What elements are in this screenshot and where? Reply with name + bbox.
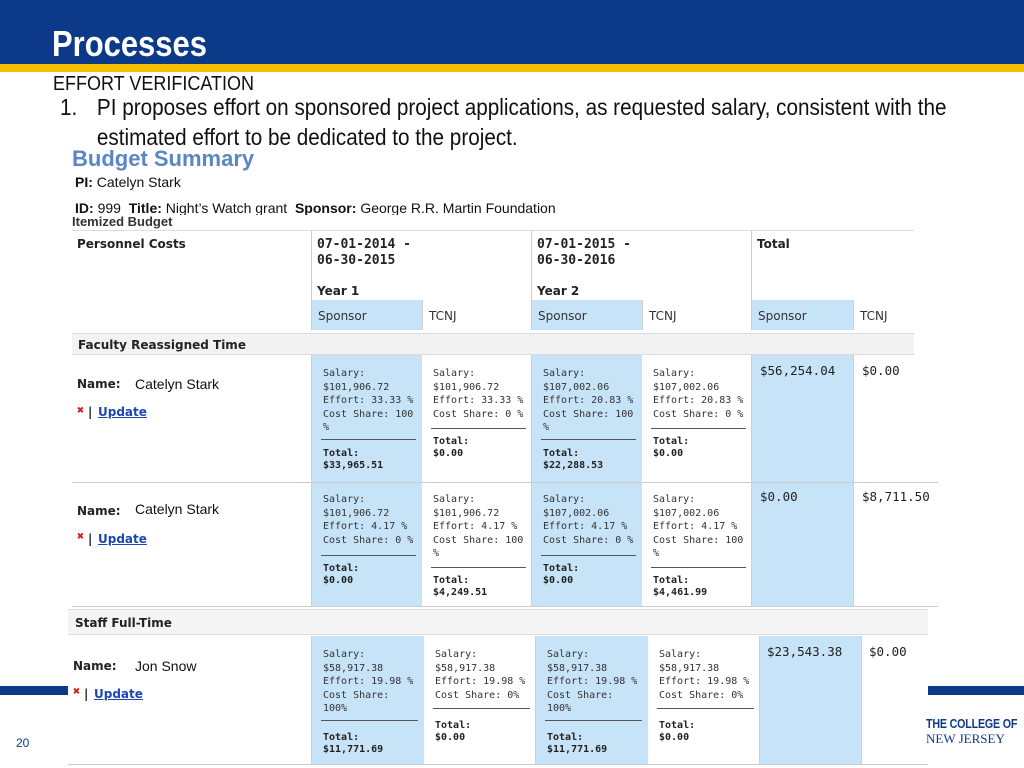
separator: | — [84, 687, 89, 701]
title-value: Night’s Watch grant — [165, 200, 288, 215]
id-value: 999 — [97, 200, 121, 215]
year2-label: Year 2 — [537, 284, 580, 298]
subheader-empty — [72, 300, 312, 330]
remove-icon[interactable]: ✖ — [77, 403, 85, 417]
slide-number: 20 — [16, 736, 30, 750]
pi-label: PI: — [75, 174, 93, 190]
y1-tcnj-cell: Salary: $101,906.72 Effort: 33.33 % Cost… — [422, 355, 532, 482]
y1-sponsor-col: Sponsor — [312, 300, 422, 330]
separator: | — [88, 405, 93, 419]
separator: | — [88, 532, 93, 546]
remove-icon[interactable]: ✖ — [77, 529, 85, 543]
total-tcnj-col: TCNJ — [853, 300, 914, 330]
slide-header-accent — [0, 64, 1024, 72]
id-label: ID: — [75, 200, 94, 215]
budget-header-table: Personnel Costs 07-01-2014 - 06-30-2015 … — [72, 230, 914, 330]
update-link[interactable]: Update — [94, 687, 143, 701]
year1-label: Year 1 — [317, 284, 360, 298]
total-tcnj-cell: $0.00 — [861, 636, 928, 764]
y2-sponsor-cell: Salary: $107,002.06 Effort: 20.83 % Cost… — [532, 355, 642, 482]
table-row: Name: Jon Snow ✖ | Update Salary: $58,91… — [68, 636, 928, 765]
row-name-cell: Name: Catelyn Stark ✖ | Update — [72, 355, 312, 482]
y2-tcnj-cell: Salary: $58,917.38 Effort: 19.98 % Cost … — [648, 636, 760, 764]
name-label: Name: — [73, 659, 117, 673]
y1-sponsor-cell: Salary: $58,917.38 Effort: 19.98 % Cost … — [312, 636, 424, 764]
personnel-costs-label: Personnel Costs — [77, 237, 186, 251]
y2-sponsor-cell: Salary: $58,917.38 Effort: 19.98 % Cost … — [536, 636, 648, 764]
year2-header: 07-01-2015 - 06-30-2016 Year 2 — [532, 230, 752, 300]
title-label: Title: — [128, 200, 162, 215]
logo-line1: THE COLLEGE OF — [926, 716, 1018, 731]
name-label: Name: — [77, 377, 121, 391]
pi-value: Catelyn Stark — [96, 174, 181, 190]
itemized-budget-label: Itemized Budget — [72, 214, 173, 229]
remove-icon[interactable]: ✖ — [73, 684, 81, 698]
row-name-cell: Name: Catelyn Stark ✖ | Update — [72, 483, 312, 606]
personnel-costs-header: Personnel Costs — [72, 230, 312, 300]
college-logo: THE COLLEGE OF NEW JERSEY — [926, 716, 1018, 747]
y2-tcnj-cell: Salary: $107,002.06 Effort: 4.17 % Cost … — [642, 483, 752, 606]
sponsor-value: George R.R. Martin Foundation — [360, 200, 556, 215]
logo-line2: NEW JERSEY — [926, 731, 1005, 746]
total-sponsor-cell: $56,254.04 — [752, 355, 853, 482]
row-name-cell: Name: Jon Snow ✖ | Update — [68, 636, 312, 764]
update-link[interactable]: Update — [98, 405, 147, 419]
staff-section-header: Staff Full-Time — [68, 609, 928, 635]
y1-tcnj-col: TCNJ — [422, 300, 532, 330]
total-sponsor-cell: $0.00 — [752, 483, 853, 606]
total-tcnj-cell: $0.00 — [853, 355, 938, 482]
faculty-section-header: Faculty Reassigned Time — [72, 333, 914, 355]
bullet-text: PI proposes effort on sponsored project … — [96, 94, 947, 150]
section-heading: EFFORT VERIFICATION — [53, 73, 255, 95]
y1-sponsor-cell: Salary: $101,906.72 Effort: 33.33 % Cost… — [312, 355, 422, 482]
y1-tcnj-cell: Salary: $58,917.38 Effort: 19.98 % Cost … — [424, 636, 536, 764]
y2-tcnj-col: TCNJ — [642, 300, 752, 330]
total-sponsor-cell: $23,543.38 — [760, 636, 861, 764]
table-row: Name: Catelyn Stark ✖ | Update Salary: $… — [72, 355, 938, 483]
update-link[interactable]: Update — [98, 532, 147, 546]
total-header: Total — [752, 230, 914, 300]
total-tcnj-cell: $8,711.50 — [853, 483, 938, 606]
total-label: Total — [757, 237, 790, 251]
y1-tcnj-cell: Salary: $101,906.72 Effort: 4.17 % Cost … — [422, 483, 532, 606]
name-label: Name: — [77, 504, 121, 518]
y1-sponsor-cell: Salary: $101,906.72 Effort: 4.17 % Cost … — [312, 483, 422, 606]
y2-tcnj-cell: Salary: $107,002.06 Effort: 20.83 % Cost… — [642, 355, 752, 482]
y2-sponsor-cell: Salary: $107,002.06 Effort: 4.17 % Cost … — [532, 483, 642, 606]
person-name: Catelyn Stark — [135, 376, 220, 392]
year1-header: 07-01-2014 - 06-30-2015 Year 1 — [312, 230, 532, 300]
sponsor-label: Sponsor: — [294, 200, 357, 215]
bullet-number: 1. — [60, 94, 78, 120]
y2-sponsor-col: Sponsor — [532, 300, 642, 330]
pi-line: PI: Catelyn Stark — [75, 174, 181, 190]
person-name: Catelyn Stark — [135, 501, 220, 517]
total-sponsor-col: Sponsor — [752, 300, 853, 330]
table-row: Name: Catelyn Stark ✖ | Update Salary: $… — [72, 483, 938, 607]
grant-info-line: ID: 999 Title: Night’s Watch grant Spons… — [75, 200, 635, 215]
slide-header-bar — [0, 0, 1024, 64]
slide-title: Processes — [52, 23, 207, 64]
year1-dates: 07-01-2014 - 06-30-2015 — [317, 237, 411, 268]
person-name: Jon Snow — [135, 658, 197, 674]
year2-dates: 07-01-2015 - 06-30-2016 — [537, 237, 631, 268]
budget-summary-title: Budget Summary — [72, 146, 255, 171]
